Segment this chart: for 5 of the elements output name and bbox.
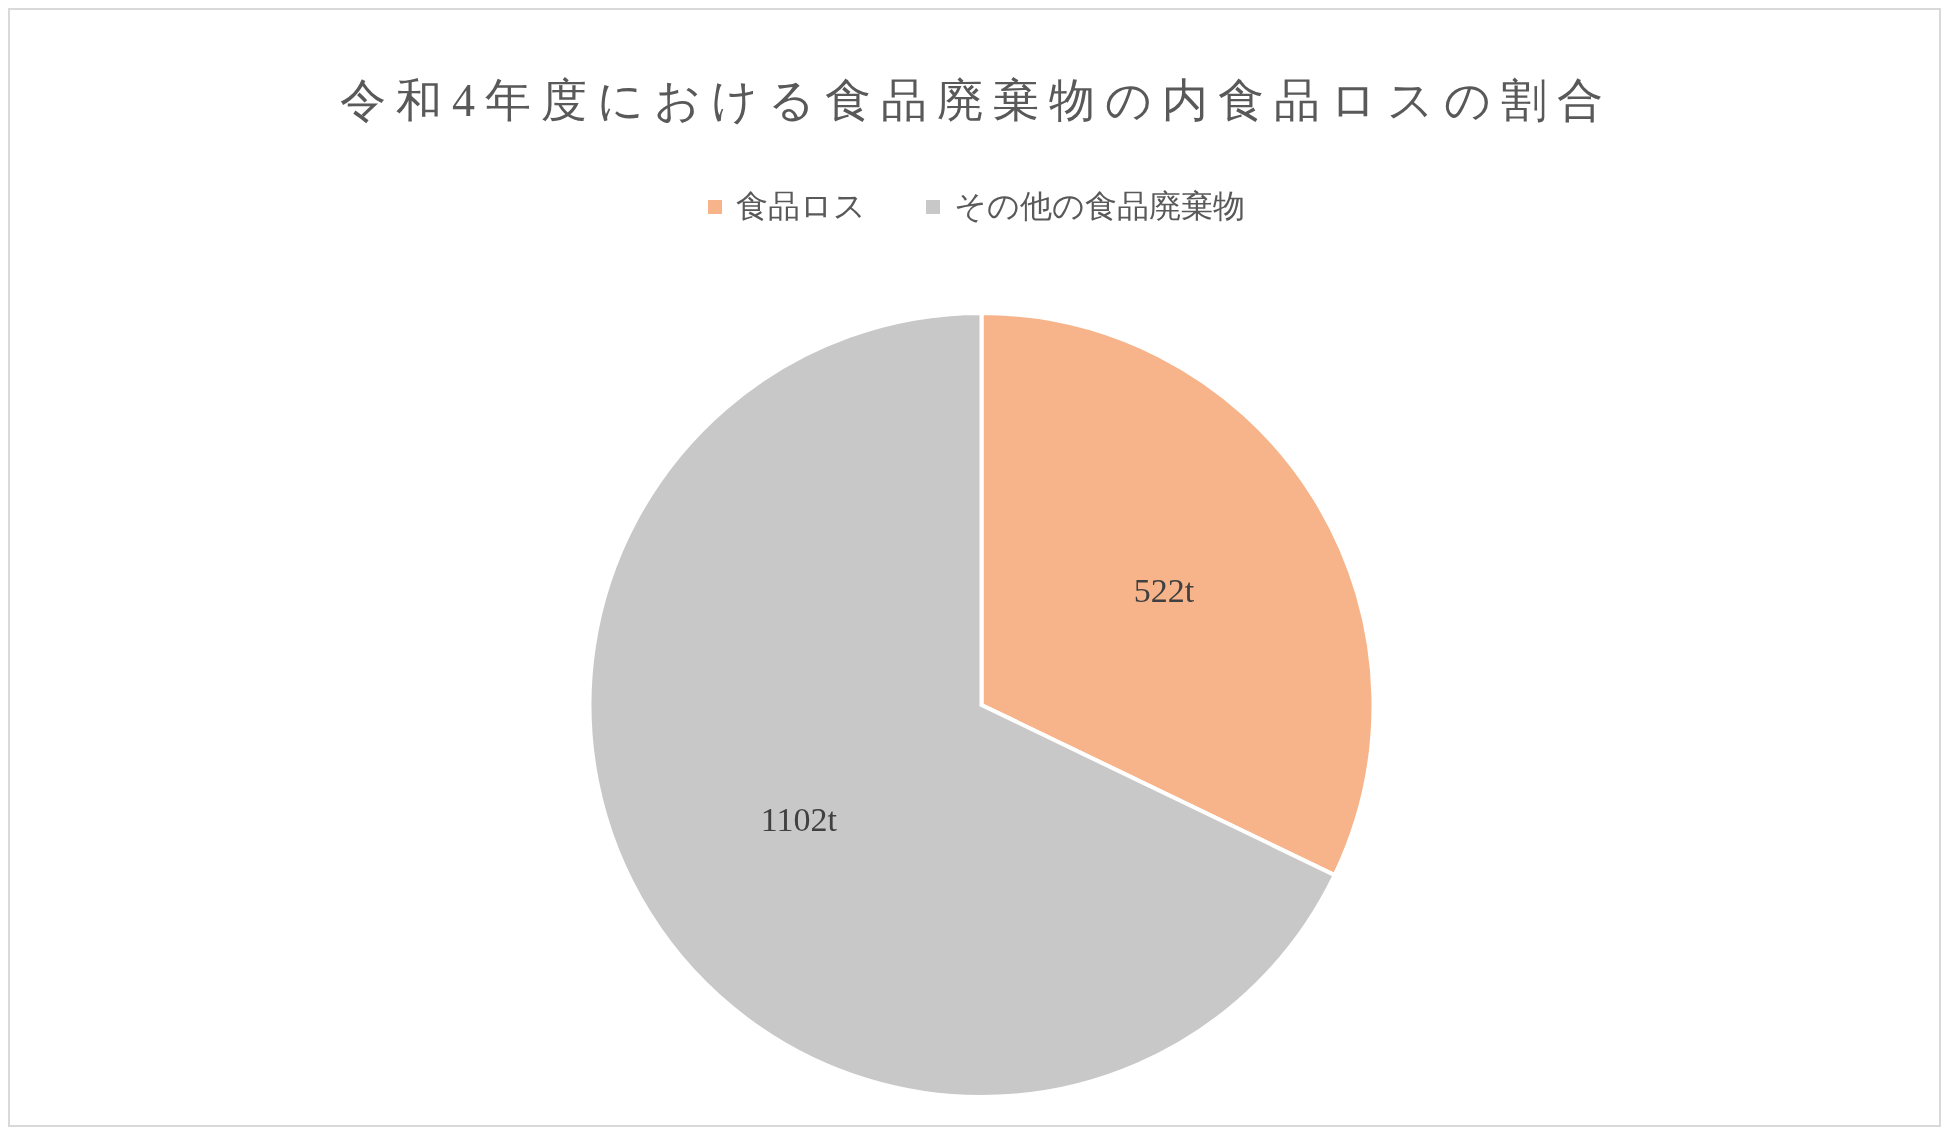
chart-title: 令和4年度における食品廃棄物の内食品ロスの割合 — [339, 74, 1614, 128]
legend-label: 食品ロス — [736, 187, 866, 226]
data-label: 522t — [1133, 571, 1195, 609]
legend-label: その他の食品廃棄物 — [954, 187, 1245, 226]
data-label: 1102t — [760, 801, 838, 839]
